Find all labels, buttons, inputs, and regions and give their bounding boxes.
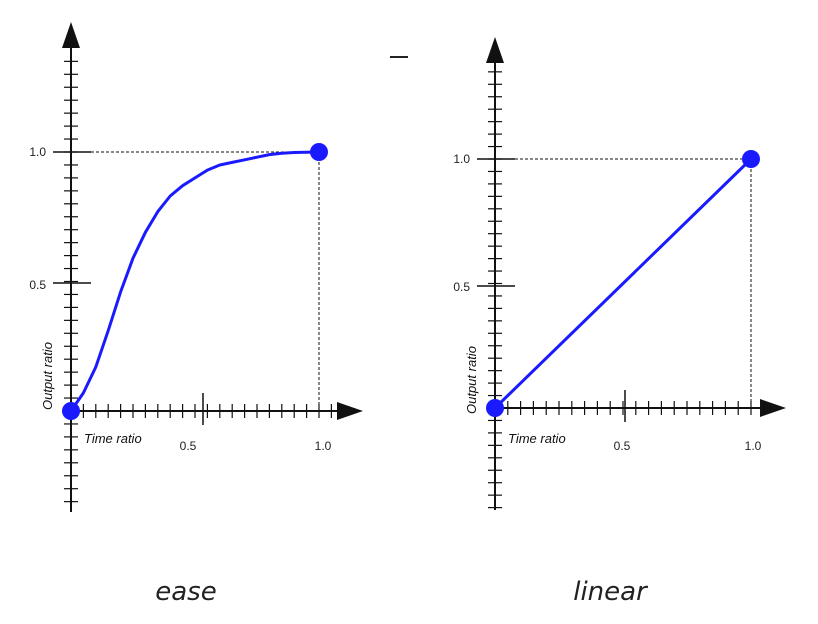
y-tick-label-mid: 0.5 [29,278,46,292]
x-tick-label-mid: 0.5 [180,439,197,453]
y-axis-arrow-icon [486,37,504,63]
x-axis-arrow-icon [337,402,363,420]
series-line [69,150,321,413]
y-tick-label-end: 1.0 [453,152,470,166]
x-axis-title: Time ratio [508,431,566,446]
x-tick-label-mid: 0.5 [614,439,631,453]
x-tick-label-end: 1.0 [315,439,332,453]
linear-chart: 0.5 1.0 0.5 1.0 Time ratio Output ratio … [453,37,786,607]
x-axis-title: Time ratio [84,431,142,446]
y-axis-title: Output ratio [464,346,479,414]
y-tick-label-mid: 0.5 [453,280,470,294]
y-axis-arrow-icon [62,22,80,48]
x-tick-label-end: 1.0 [745,439,762,453]
x-axis-arrow-icon [760,399,786,417]
chart-caption-ease: ease [155,577,216,607]
start-point [62,402,80,420]
end-point [310,143,328,161]
series-line [493,157,753,410]
start-point [486,399,504,417]
end-point [742,150,760,168]
y-tick-label-end: 1.0 [29,145,46,159]
chart-caption-linear: linear [573,577,649,607]
ease-chart: 0.5 1.0 0.5 1.0 Time ratio Output ratio … [29,22,363,607]
y-axis-title: Output ratio [40,342,55,410]
